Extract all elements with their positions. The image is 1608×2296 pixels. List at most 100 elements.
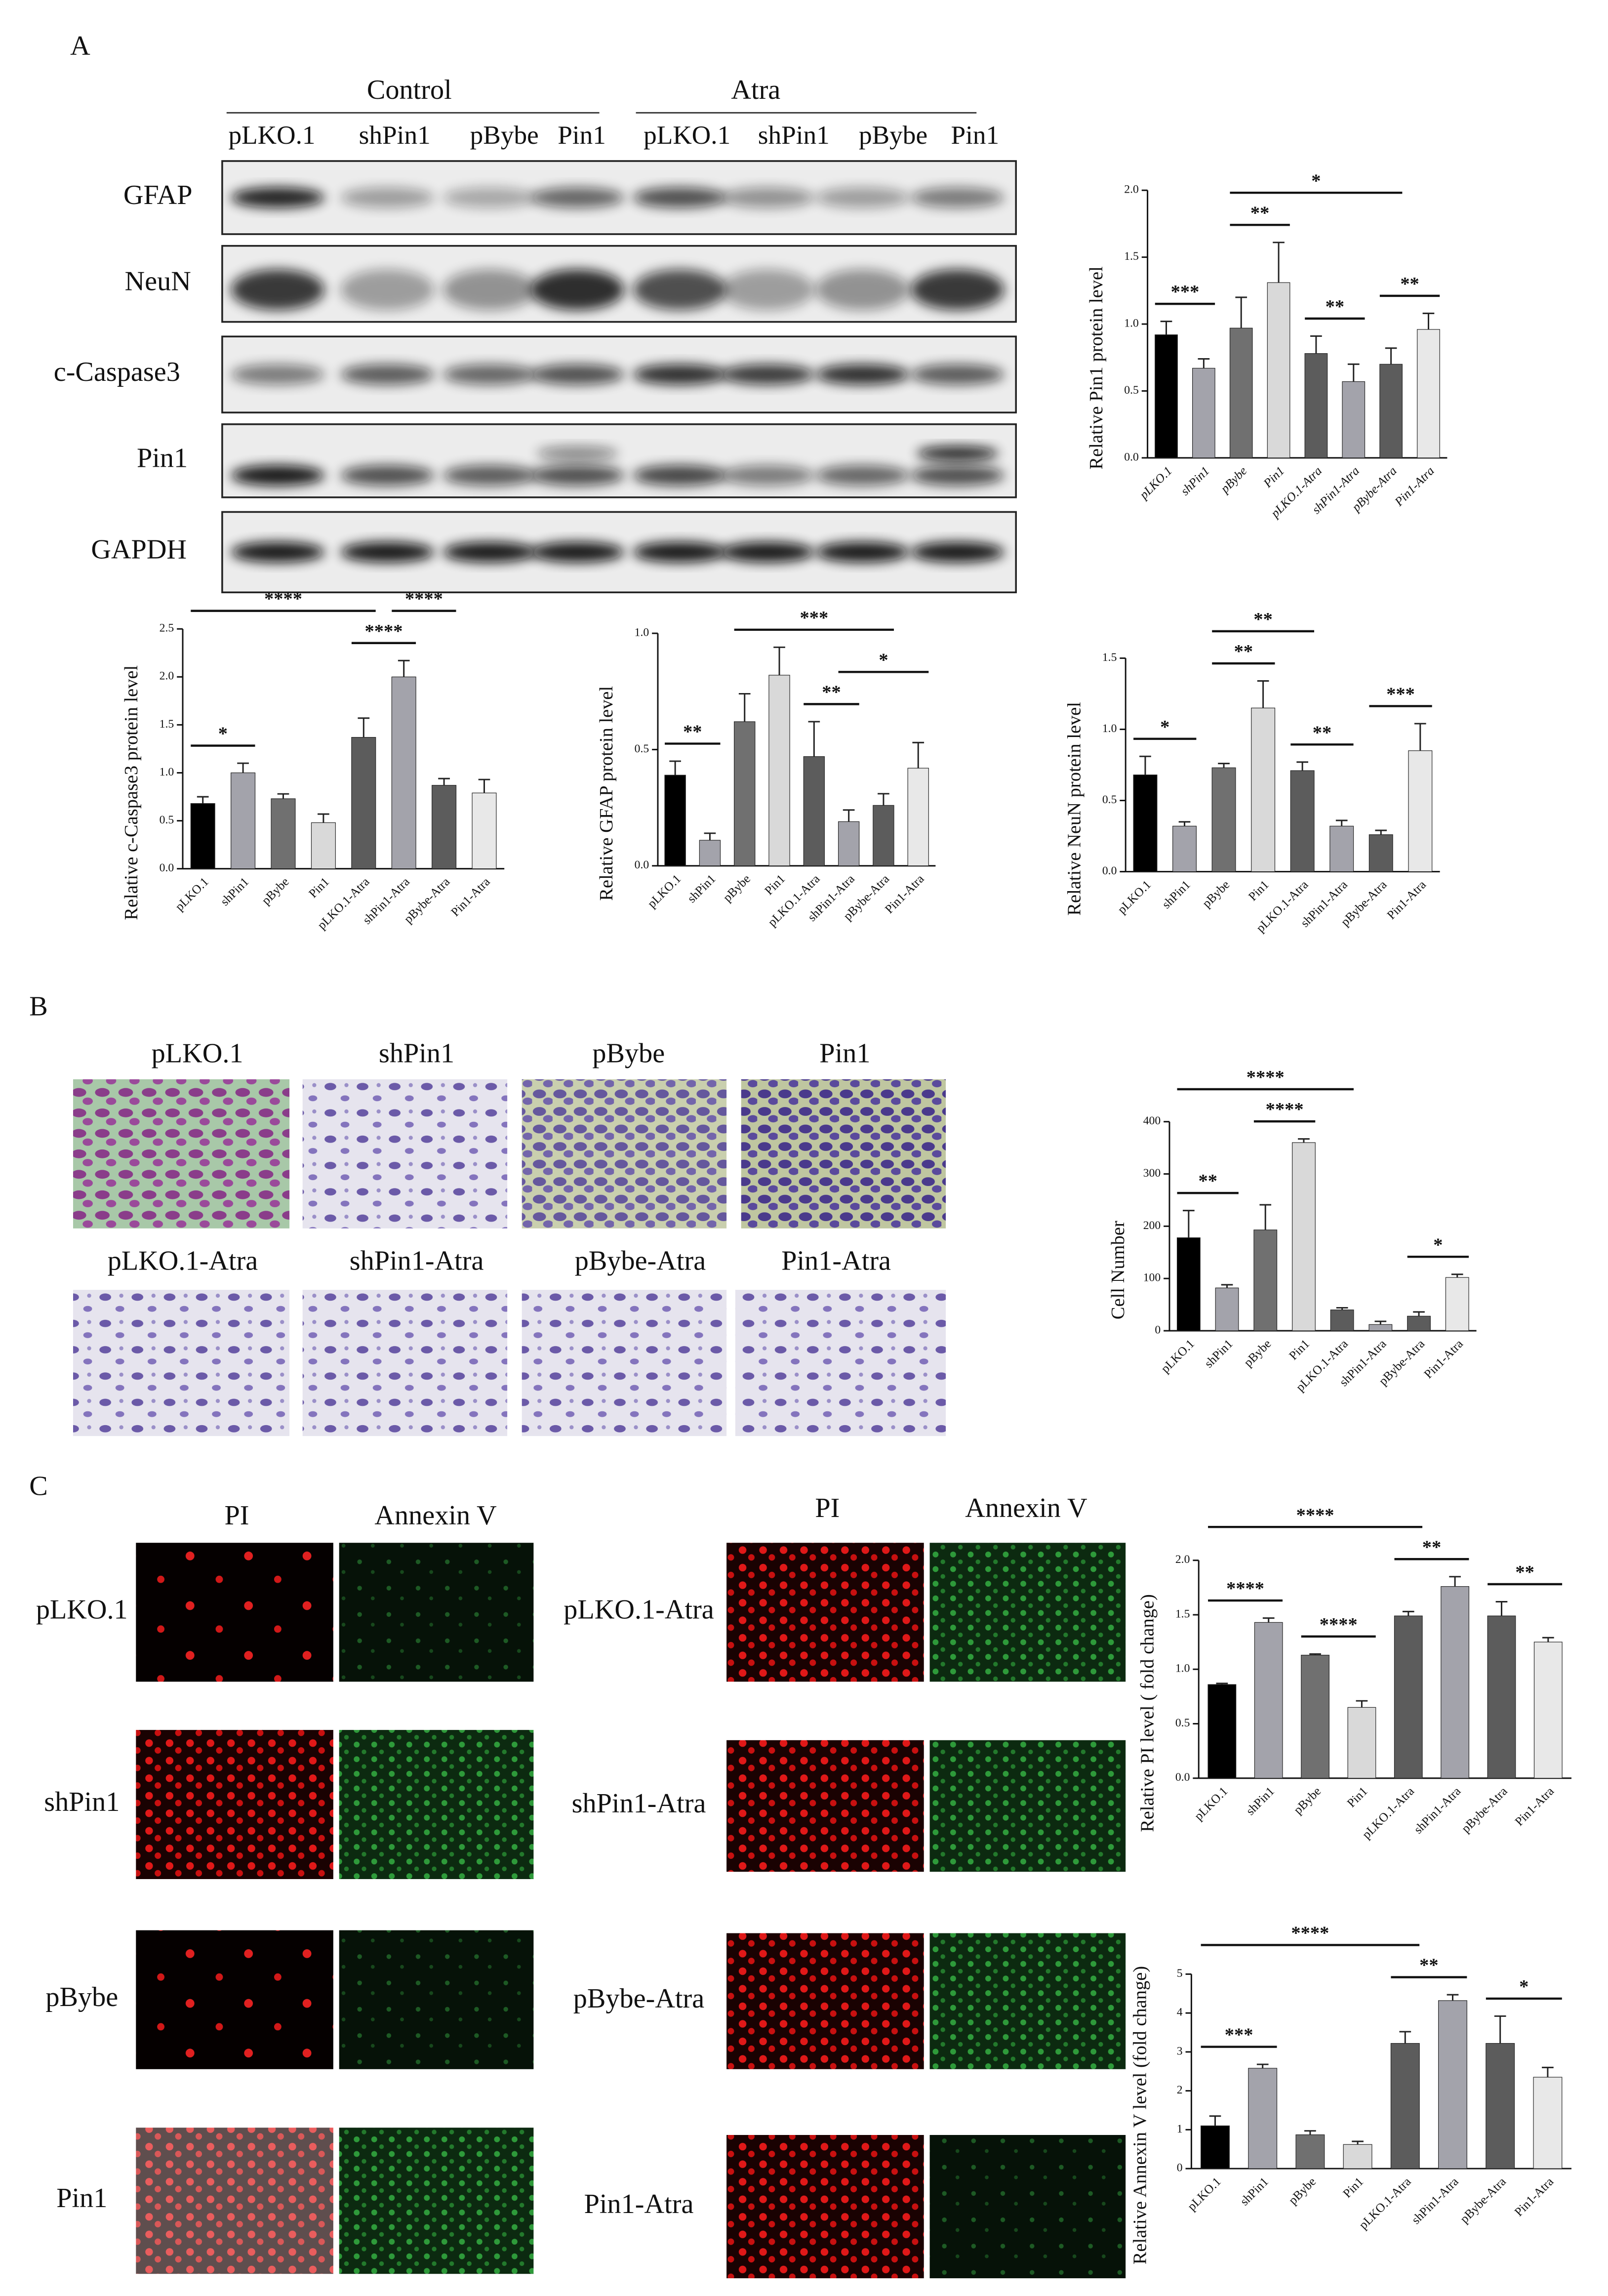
y-axis-label: Relative NeuN protein level bbox=[1064, 702, 1085, 916]
pi-image bbox=[136, 1930, 333, 2069]
group-label: Control bbox=[367, 75, 452, 105]
band bbox=[721, 269, 814, 310]
bar bbox=[1207, 1684, 1237, 1779]
lane-label: pBybe bbox=[470, 121, 539, 150]
bar bbox=[1408, 750, 1433, 872]
y-tick-label: 4 bbox=[1177, 2006, 1183, 2019]
annexin-image bbox=[339, 1730, 534, 1879]
bar bbox=[1394, 1615, 1423, 1779]
y-tick-label: 0.5 bbox=[635, 742, 649, 755]
significance-label: *** bbox=[800, 608, 828, 628]
band bbox=[721, 542, 814, 563]
y-axis-label: Relative c-Caspase3 protein level bbox=[121, 665, 142, 920]
group-label: Atra bbox=[731, 75, 780, 105]
x-tick-label: Pin1 bbox=[1345, 1785, 1370, 1810]
x-tick-label: shPin1 bbox=[1238, 2175, 1271, 2209]
bar bbox=[1342, 381, 1366, 458]
significance-label: * bbox=[1311, 170, 1321, 191]
significance-label: * bbox=[1433, 1234, 1443, 1255]
significance-label: **** bbox=[1246, 1067, 1285, 1088]
image-label: pBybe-Atra bbox=[575, 1246, 706, 1276]
bar bbox=[311, 822, 336, 869]
micrograph bbox=[73, 1079, 290, 1229]
bar bbox=[472, 792, 497, 869]
y-tick-label: 0.5 bbox=[160, 814, 174, 826]
bar bbox=[351, 737, 376, 869]
y-tick-label: 1.0 bbox=[160, 766, 174, 779]
x-tick-label: Pin1 bbox=[306, 875, 332, 901]
panel-label: A bbox=[70, 31, 90, 61]
x-tick-label: pLKO.1 bbox=[1159, 1337, 1197, 1376]
bar bbox=[1379, 364, 1403, 458]
bar bbox=[1133, 775, 1158, 872]
band bbox=[340, 542, 435, 563]
band bbox=[633, 465, 727, 486]
x-tick-label: pBybe bbox=[1242, 1337, 1274, 1370]
protein-label: GFAP bbox=[123, 180, 193, 210]
band bbox=[815, 269, 910, 310]
row-label: pBybe bbox=[45, 1982, 118, 2012]
bar bbox=[1445, 1277, 1469, 1331]
band bbox=[442, 542, 537, 563]
significance-label: * bbox=[1160, 717, 1169, 738]
band bbox=[442, 269, 537, 310]
band bbox=[815, 465, 910, 486]
bar bbox=[1176, 1237, 1201, 1331]
x-tick-label: Pin1-Atra bbox=[1385, 878, 1429, 922]
y-tick-label: 0 bbox=[1155, 1323, 1161, 1336]
band bbox=[633, 187, 727, 208]
pi-image bbox=[726, 1740, 924, 1872]
x-tick-label: Pin1-Atra bbox=[1512, 2175, 1556, 2219]
image-label: Pin1 bbox=[819, 1038, 870, 1068]
bar bbox=[1229, 328, 1253, 458]
bar bbox=[231, 772, 256, 869]
band bbox=[231, 465, 325, 486]
y-tick-label: 400 bbox=[1143, 1114, 1161, 1127]
x-tick-label: pLKO.1 bbox=[1192, 1785, 1231, 1823]
band bbox=[231, 187, 325, 208]
lane-label: shPin1 bbox=[359, 121, 431, 150]
bar bbox=[1486, 2043, 1515, 2169]
y-axis-label: Relative PI level ( fold change) bbox=[1137, 1594, 1158, 1832]
y-tick-label: 100 bbox=[1143, 1271, 1161, 1284]
x-tick-label: shPin1 bbox=[218, 875, 252, 909]
band bbox=[530, 187, 624, 208]
y-tick-label: 1.0 bbox=[635, 626, 649, 639]
x-tick-label: pBybe bbox=[1200, 878, 1233, 910]
x-tick-label: pLKO.1 bbox=[1136, 464, 1174, 502]
pi-image bbox=[136, 1543, 333, 1682]
x-tick-label: pLKO.1 bbox=[173, 875, 211, 914]
band bbox=[340, 465, 435, 486]
annexin-image bbox=[929, 1933, 1126, 2069]
row-label: Pin1-Atra bbox=[584, 2189, 694, 2219]
y-tick-label: 1.5 bbox=[1102, 651, 1117, 664]
y-tick-label: 200 bbox=[1143, 1219, 1161, 1232]
band bbox=[530, 364, 624, 385]
significance-label: *** bbox=[1171, 282, 1200, 302]
bar bbox=[190, 803, 215, 869]
band bbox=[911, 465, 1005, 486]
y-tick-label: 2.0 bbox=[160, 670, 174, 683]
y-tick-label: 0.0 bbox=[1102, 864, 1117, 877]
bar bbox=[699, 840, 721, 866]
blot-strip bbox=[221, 423, 1017, 498]
micrograph bbox=[302, 1079, 508, 1229]
bar bbox=[1417, 329, 1440, 458]
x-tick-label: Pin1-Atra bbox=[1392, 464, 1437, 509]
image-label: pLKO.1 bbox=[152, 1038, 243, 1068]
band bbox=[231, 542, 325, 563]
y-tick-label: 3 bbox=[1177, 2045, 1183, 2057]
bar bbox=[1329, 825, 1354, 872]
bar bbox=[1407, 1315, 1431, 1331]
bar bbox=[432, 785, 457, 869]
y-axis-label: Relative Annexin V level (fold change) bbox=[1130, 1966, 1151, 2264]
y-axis-label: Relative GFAP protein level bbox=[596, 686, 617, 901]
significance-label: ** bbox=[1250, 203, 1269, 223]
band bbox=[530, 465, 624, 486]
bar bbox=[1248, 2068, 1278, 2169]
y-tick-label: 0.0 bbox=[1124, 451, 1139, 463]
y-tick-label: 300 bbox=[1143, 1167, 1161, 1180]
pi-image bbox=[726, 1933, 924, 2069]
panel-label: C bbox=[29, 1471, 48, 1502]
